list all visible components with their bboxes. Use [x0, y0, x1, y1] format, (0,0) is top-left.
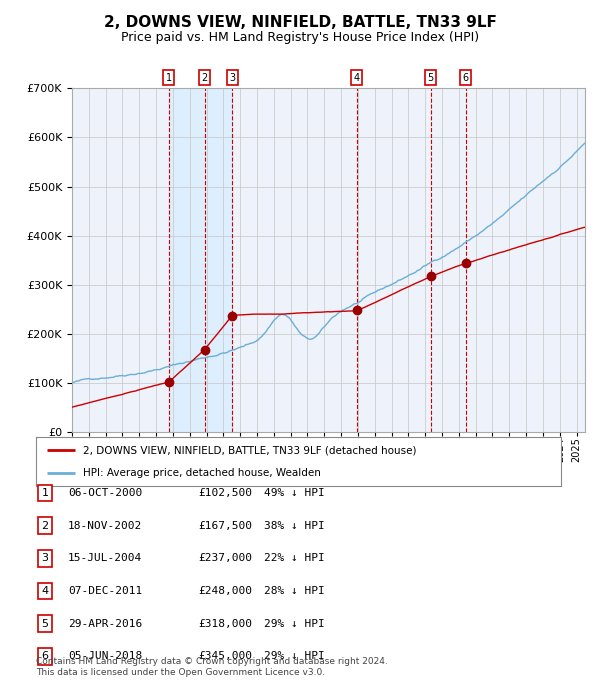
Text: 2, DOWNS VIEW, NINFIELD, BATTLE, TN33 9LF (detached house): 2, DOWNS VIEW, NINFIELD, BATTLE, TN33 9L… — [83, 445, 417, 456]
Text: HPI: Average price, detached house, Wealden: HPI: Average price, detached house, Weal… — [83, 468, 321, 478]
Text: Price paid vs. HM Land Registry's House Price Index (HPI): Price paid vs. HM Land Registry's House … — [121, 31, 479, 44]
Text: Contains HM Land Registry data © Crown copyright and database right 2024.
This d: Contains HM Land Registry data © Crown c… — [36, 657, 388, 677]
Text: £345,000: £345,000 — [198, 651, 252, 661]
Text: 49% ↓ HPI: 49% ↓ HPI — [264, 488, 325, 498]
Text: 15-JUL-2004: 15-JUL-2004 — [68, 554, 142, 563]
Text: 3: 3 — [229, 73, 236, 83]
Text: 5: 5 — [428, 73, 434, 83]
Text: £237,000: £237,000 — [198, 554, 252, 563]
Text: 4: 4 — [353, 73, 360, 83]
Text: £102,500: £102,500 — [198, 488, 252, 498]
Text: 5: 5 — [41, 619, 49, 628]
Text: 6: 6 — [41, 651, 49, 661]
Text: £248,000: £248,000 — [198, 586, 252, 596]
Text: 38% ↓ HPI: 38% ↓ HPI — [264, 521, 325, 530]
Text: 6: 6 — [463, 73, 469, 83]
Text: 18-NOV-2002: 18-NOV-2002 — [68, 521, 142, 530]
Text: 22% ↓ HPI: 22% ↓ HPI — [264, 554, 325, 563]
Text: 4: 4 — [41, 586, 49, 596]
Text: 1: 1 — [41, 488, 49, 498]
Bar — [169, 88, 232, 432]
Text: 1: 1 — [166, 73, 172, 83]
Text: 2: 2 — [202, 73, 208, 83]
Text: 07-DEC-2011: 07-DEC-2011 — [68, 586, 142, 596]
Text: 3: 3 — [41, 554, 49, 563]
Text: 29-APR-2016: 29-APR-2016 — [68, 619, 142, 628]
Text: £167,500: £167,500 — [198, 521, 252, 530]
Text: 29% ↓ HPI: 29% ↓ HPI — [264, 619, 325, 628]
Text: 2: 2 — [41, 521, 49, 530]
Text: 2, DOWNS VIEW, NINFIELD, BATTLE, TN33 9LF: 2, DOWNS VIEW, NINFIELD, BATTLE, TN33 9L… — [104, 15, 496, 30]
Text: £318,000: £318,000 — [198, 619, 252, 628]
Text: 06-OCT-2000: 06-OCT-2000 — [68, 488, 142, 498]
Text: 28% ↓ HPI: 28% ↓ HPI — [264, 586, 325, 596]
Text: 05-JUN-2018: 05-JUN-2018 — [68, 651, 142, 661]
Text: 29% ↓ HPI: 29% ↓ HPI — [264, 651, 325, 661]
